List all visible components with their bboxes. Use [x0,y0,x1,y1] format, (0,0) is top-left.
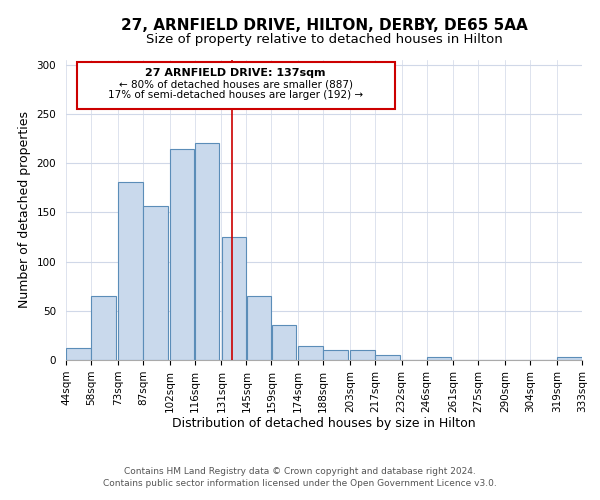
Text: Size of property relative to detached houses in Hilton: Size of property relative to detached ho… [146,32,502,46]
Bar [143,206,167,360]
Text: ← 80% of detached houses are smaller (887): ← 80% of detached houses are smaller (88… [119,80,353,90]
Text: 27 ARNFIELD DRIVE: 137sqm: 27 ARNFIELD DRIVE: 137sqm [145,68,326,78]
FancyBboxPatch shape [77,62,395,109]
Text: Contains HM Land Registry data © Crown copyright and database right 2024.: Contains HM Land Registry data © Crown c… [124,467,476,476]
Bar [375,355,400,360]
Bar [557,357,582,360]
Bar [247,296,271,360]
X-axis label: Distribution of detached houses by size in Hilton: Distribution of detached houses by size … [172,418,476,430]
Text: 17% of semi-detached houses are larger (192) →: 17% of semi-detached houses are larger (… [108,90,363,101]
Bar [272,324,296,360]
Bar [427,357,451,360]
Bar [118,182,143,360]
Bar [195,142,219,360]
Bar [221,237,246,360]
Text: 27, ARNFIELD DRIVE, HILTON, DERBY, DE65 5AA: 27, ARNFIELD DRIVE, HILTON, DERBY, DE65 … [121,18,527,32]
Bar [350,350,374,360]
Bar [323,350,348,360]
Bar [170,148,194,360]
Bar [66,348,91,360]
Text: Contains public sector information licensed under the Open Government Licence v3: Contains public sector information licen… [103,478,497,488]
Y-axis label: Number of detached properties: Number of detached properties [18,112,31,308]
Bar [298,346,323,360]
Bar [91,296,116,360]
